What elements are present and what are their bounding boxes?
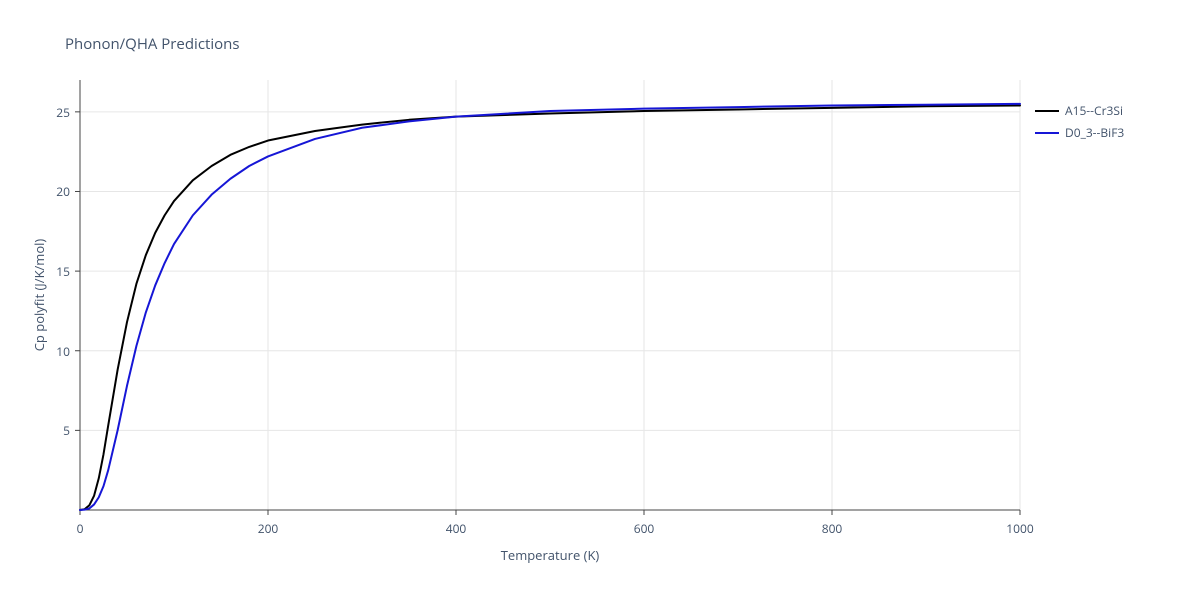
legend-swatch: [1035, 110, 1059, 112]
y-tick-label: 15: [56, 263, 70, 280]
x-tick-label: 200: [253, 520, 283, 537]
y-tick-label: 25: [56, 104, 70, 121]
y-tick-label: 10: [56, 343, 70, 360]
legend-swatch: [1035, 132, 1059, 134]
x-tick-label: 400: [441, 520, 471, 537]
series-line: [80, 105, 1020, 510]
x-tick-label: 1000: [1005, 520, 1035, 537]
legend-label: D0_3--BiF3: [1065, 124, 1124, 141]
legend-item[interactable]: D0_3--BiF3: [1035, 124, 1124, 141]
x-tick-label: 800: [817, 520, 847, 537]
legend-label: A15--Cr3Si: [1065, 102, 1123, 119]
series-line: [80, 104, 1020, 510]
x-tick-label: 0: [65, 520, 95, 537]
plot-svg: [0, 0, 1200, 600]
y-tick-label: 5: [63, 422, 70, 439]
y-tick-label: 20: [56, 183, 70, 200]
chart-container: { "chart": { "type": "line", "title": "P…: [0, 0, 1200, 600]
legend-item[interactable]: A15--Cr3Si: [1035, 102, 1123, 119]
x-tick-label: 600: [629, 520, 659, 537]
